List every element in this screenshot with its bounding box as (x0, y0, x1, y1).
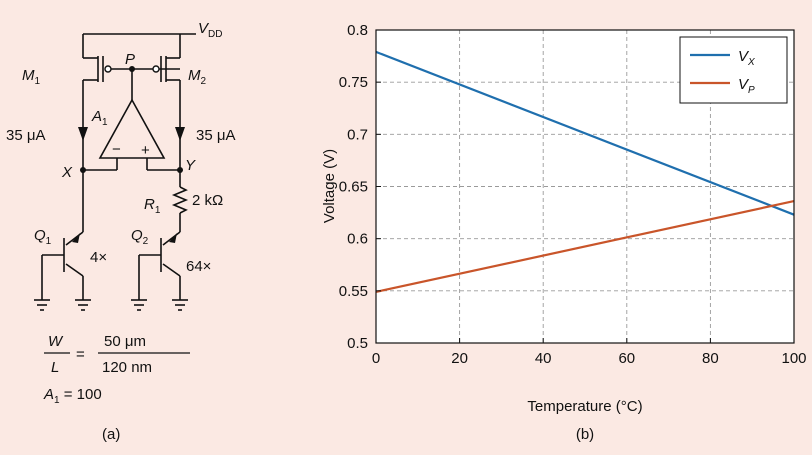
r1-value: 2 kΩ (192, 192, 223, 209)
vdd-label: VDD (198, 20, 222, 40)
y-tick-label: 0.6 (347, 231, 368, 248)
legend-label-vx: VX (738, 48, 755, 68)
q1-emitter-arrow (72, 233, 80, 243)
caption-a: (a) (102, 426, 120, 443)
ground-symbol (172, 299, 188, 311)
resistor-r1 (171, 186, 189, 214)
x-tick-label: 40 (535, 350, 552, 367)
m2-gate-bubble (152, 65, 160, 73)
current-right-label: 35 μA (196, 127, 236, 144)
series-layer (375, 50, 795, 293)
wl-numerator: W (48, 333, 64, 350)
x-tick-label: 80 (702, 350, 719, 367)
opamp-a1 (98, 98, 166, 159)
chart: 0 20 40 60 80 100 0.5 0.55 0.6 0.65 0.7 0.75 0.8 VX … (321, 22, 807, 443)
y-axis-label: Voltage (V) (321, 149, 338, 223)
x-tick-label: 100 (781, 350, 806, 367)
legend-label-vp: VP (738, 76, 755, 96)
y-tick-label: 0.5 (347, 335, 368, 352)
y-tick-label: 0.7 (347, 126, 368, 143)
opamp-minus: − (112, 141, 121, 158)
ticks: 0 20 40 60 80 100 0.5 0.55 0.6 0.65 0.7 0.75 0.8 (339, 22, 807, 367)
y-tick-label: 0.65 (339, 179, 368, 196)
legend: VX VP (679, 36, 788, 104)
wl-denominator: L (51, 359, 59, 376)
q2-label: Q2 (131, 227, 149, 247)
node-x-label: X (61, 164, 73, 181)
opamp-plus: + (141, 142, 150, 159)
q2-multiplier: 64× (186, 258, 211, 275)
q1-multiplier: 4× (90, 249, 107, 266)
series-line-vp (375, 200, 795, 293)
current-arrow-right (175, 127, 185, 141)
ground-symbol (75, 299, 91, 311)
x-tick-label: 60 (618, 350, 635, 367)
m1-gate-bubble (104, 65, 112, 73)
wl-value-denominator: 120 nm (102, 359, 152, 376)
current-left-label: 35 μA (6, 127, 46, 144)
x-axis-label: Temperature (°C) (527, 398, 642, 415)
y-tick-label: 0.8 (347, 22, 368, 39)
node-p-label: P (125, 51, 135, 68)
wl-value-numerator: 50 μm (104, 333, 146, 350)
wl-equals: = (76, 346, 85, 363)
ground-symbol (34, 299, 50, 311)
q2-emitter-arrow (169, 233, 177, 243)
series-line-vx (375, 50, 795, 216)
circuit-diagram: VDD M1 M2 P A1 − + 35 (6, 20, 236, 443)
x-tick-label: 0 (372, 350, 380, 367)
y-tick-label: 0.55 (339, 283, 368, 300)
q1-label: Q1 (34, 227, 52, 247)
y-tick-label: 0.75 (339, 74, 368, 91)
x-tick-label: 20 (451, 350, 468, 367)
a1-gain: A1 = 100 (43, 386, 102, 406)
ground-symbol (131, 299, 147, 311)
r1-label: R1 (144, 196, 161, 216)
m2-label: M2 (188, 67, 207, 87)
legend-box (679, 36, 788, 104)
m1-label: M1 (22, 67, 41, 87)
caption-b: (b) (576, 426, 594, 443)
opamp-a1-label: A1 (91, 108, 108, 128)
node-y-label: Y (185, 157, 196, 174)
current-arrow-left (78, 127, 88, 141)
